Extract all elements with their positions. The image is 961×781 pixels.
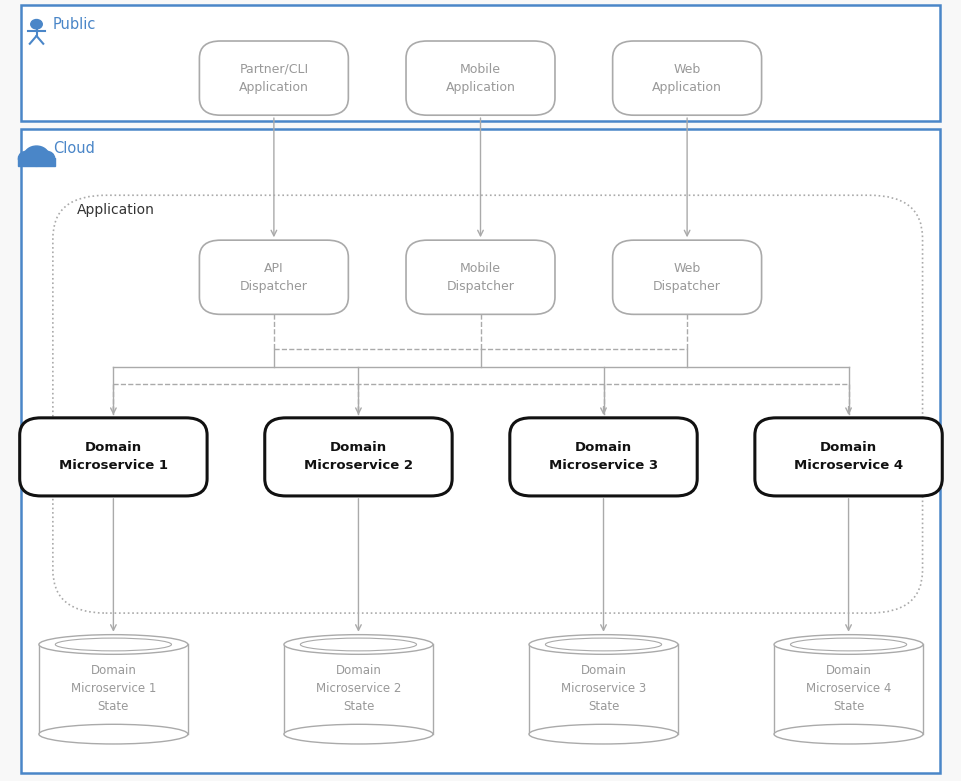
Text: Domain
Microservice 2: Domain Microservice 2: [304, 441, 413, 473]
Text: Domain
Microservice 2
State: Domain Microservice 2 State: [316, 665, 401, 713]
Ellipse shape: [56, 638, 171, 651]
FancyBboxPatch shape: [21, 129, 940, 773]
Bar: [18, 158, 55, 166]
Ellipse shape: [530, 724, 678, 744]
FancyBboxPatch shape: [407, 241, 555, 314]
Circle shape: [24, 146, 49, 166]
FancyBboxPatch shape: [407, 41, 555, 116]
Bar: [529, 644, 678, 734]
Ellipse shape: [284, 724, 432, 744]
Text: Partner/CLI
Application: Partner/CLI Application: [239, 62, 308, 94]
Text: Domain
Microservice 4
State: Domain Microservice 4 State: [806, 665, 891, 713]
FancyBboxPatch shape: [613, 241, 762, 314]
Text: Public: Public: [53, 17, 96, 32]
Ellipse shape: [546, 638, 661, 651]
Text: Domain
Microservice 3: Domain Microservice 3: [549, 441, 658, 473]
Bar: [775, 644, 924, 734]
Text: Mobile
Dispatcher: Mobile Dispatcher: [447, 262, 514, 293]
Ellipse shape: [775, 635, 923, 654]
Circle shape: [37, 152, 55, 166]
FancyBboxPatch shape: [755, 418, 942, 496]
Ellipse shape: [301, 638, 416, 651]
FancyBboxPatch shape: [200, 241, 348, 314]
Text: Cloud: Cloud: [53, 141, 95, 155]
Ellipse shape: [38, 724, 188, 744]
Text: Domain
Microservice 1: Domain Microservice 1: [59, 441, 168, 473]
Ellipse shape: [530, 635, 678, 654]
Ellipse shape: [38, 635, 188, 654]
FancyBboxPatch shape: [265, 418, 453, 496]
Ellipse shape: [791, 638, 906, 651]
Text: Domain
Microservice 1
State: Domain Microservice 1 State: [71, 665, 156, 713]
Text: Domain
Microservice 3
State: Domain Microservice 3 State: [561, 665, 646, 713]
Text: Application: Application: [77, 203, 155, 217]
Text: Web
Application: Web Application: [653, 62, 722, 94]
Circle shape: [31, 20, 42, 29]
FancyBboxPatch shape: [19, 418, 208, 496]
Bar: [38, 644, 188, 734]
FancyBboxPatch shape: [21, 5, 940, 121]
Text: Domain
Microservice 4: Domain Microservice 4: [794, 441, 903, 473]
Text: Web
Dispatcher: Web Dispatcher: [653, 262, 721, 293]
Text: API
Dispatcher: API Dispatcher: [240, 262, 308, 293]
Circle shape: [18, 152, 36, 166]
Bar: [284, 644, 433, 734]
FancyBboxPatch shape: [510, 418, 698, 496]
Text: Mobile
Application: Mobile Application: [446, 62, 515, 94]
Ellipse shape: [775, 724, 923, 744]
FancyBboxPatch shape: [613, 41, 762, 116]
Ellipse shape: [284, 635, 432, 654]
FancyBboxPatch shape: [200, 41, 348, 116]
